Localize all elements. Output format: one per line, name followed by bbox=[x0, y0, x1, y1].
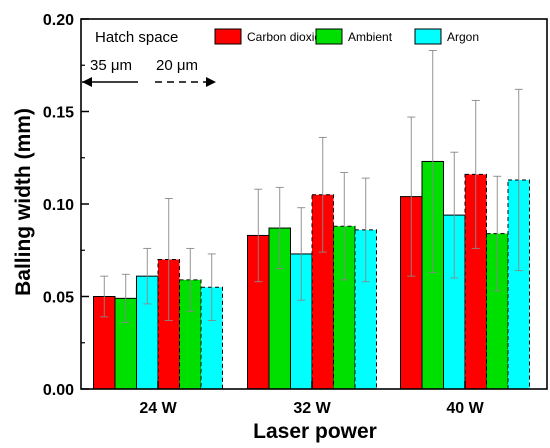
legend-title: Hatch space bbox=[95, 29, 178, 46]
error-bar bbox=[186, 247, 195, 312]
y-tick-label: 0.00 bbox=[43, 382, 74, 399]
dashed-arrow-head-icon bbox=[206, 77, 216, 87]
legend-swatch bbox=[414, 28, 442, 45]
error-bar bbox=[254, 188, 263, 283]
y-tick-label: 0.10 bbox=[43, 197, 74, 214]
error-bar bbox=[428, 50, 437, 273]
error-bar bbox=[340, 172, 349, 281]
error-bar bbox=[318, 136, 327, 253]
legend-swatch bbox=[315, 28, 343, 45]
legend: Hatch space Carbon dioxide Ambient Argon bbox=[95, 28, 479, 46]
error-bar bbox=[164, 197, 173, 321]
legend-items: Carbon dioxide Ambient Argon bbox=[214, 28, 479, 45]
error-bar bbox=[297, 207, 306, 301]
y-tick-label: 0.15 bbox=[43, 105, 74, 122]
legend-label: Carbon dioxide bbox=[247, 30, 328, 44]
plot-area bbox=[93, 50, 530, 390]
error-bar bbox=[275, 186, 284, 270]
error-bar bbox=[493, 175, 502, 292]
error-bar bbox=[407, 116, 416, 277]
error-bar bbox=[471, 99, 480, 249]
error-bar bbox=[100, 275, 109, 318]
hatch-label-35: 35 μm bbox=[90, 57, 132, 74]
hatch-label-20: 20 μm bbox=[156, 57, 198, 74]
solid-arrow-head-icon bbox=[82, 77, 92, 87]
error-bar bbox=[361, 177, 370, 283]
x-tick-label: 40 W bbox=[446, 400, 484, 417]
x-tick-label: 32 W bbox=[293, 400, 331, 417]
error-bar bbox=[207, 253, 216, 321]
error-bar bbox=[143, 247, 152, 305]
legend-label: Ambient bbox=[348, 30, 393, 44]
y-tick-label: 0.20 bbox=[43, 12, 74, 29]
x-tick-label: 24 W bbox=[139, 400, 177, 417]
hatch-annotation: 35 μm 20 μm bbox=[82, 57, 216, 87]
error-bar bbox=[514, 88, 523, 272]
x-axis-title: Laser power bbox=[253, 420, 377, 443]
y-axis-title: Balling width (mm) bbox=[12, 108, 35, 296]
legend-swatch bbox=[214, 28, 242, 45]
y-tick-label: 0.05 bbox=[43, 290, 74, 307]
error-bar bbox=[121, 273, 130, 323]
legend-label: Argon bbox=[447, 30, 479, 44]
axes: 0.00 0.05 0.10 0.15 0.20 24 W 32 W 40 W bbox=[43, 12, 548, 417]
error-bar bbox=[450, 151, 459, 279]
